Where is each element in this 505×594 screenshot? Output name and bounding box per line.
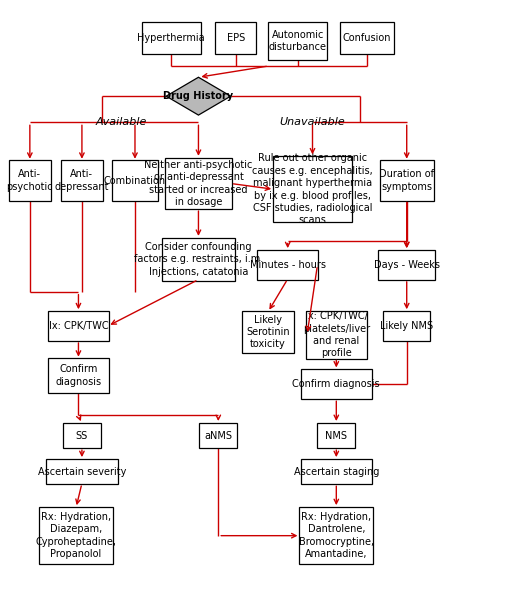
Text: Anti-
depressant: Anti- depressant [55,169,109,192]
Text: Duration of
symptoms: Duration of symptoms [378,169,433,192]
FancyBboxPatch shape [9,160,51,201]
Text: Ascertain staging: Ascertain staging [293,467,378,476]
FancyBboxPatch shape [39,507,113,564]
FancyBboxPatch shape [241,311,293,353]
Text: Hyperthermia: Hyperthermia [137,33,205,43]
Text: NMS: NMS [325,431,346,441]
FancyBboxPatch shape [63,423,100,448]
Text: Drug History: Drug History [163,91,233,101]
Text: Rx: Hydration,
Diazepam,
Cyproheptadine,
Propanolol: Rx: Hydration, Diazepam, Cyproheptadine,… [35,512,116,560]
Text: Neither anti-psychotic
or anti-depressant
started or increased
in dosage: Neither anti-psychotic or anti-depressan… [144,160,252,207]
Text: Days - Weeks: Days - Weeks [373,260,439,270]
FancyBboxPatch shape [268,21,327,60]
Text: Rule out other organic
causes e.g. encephalitis,
malignant hyperthermia
by ix e.: Rule out other organic causes e.g. encep… [251,153,372,225]
Text: SS: SS [76,431,88,441]
FancyBboxPatch shape [61,160,103,201]
FancyBboxPatch shape [165,157,231,210]
Text: Available: Available [96,118,147,127]
Text: Anti-
psychotic: Anti- psychotic [7,169,53,192]
FancyBboxPatch shape [199,423,237,448]
Polygon shape [166,77,230,115]
FancyBboxPatch shape [161,238,235,281]
Text: Ix: CPK/TWC/
platelets/liver
and renal
profile: Ix: CPK/TWC/ platelets/liver and renal p… [302,311,369,358]
FancyBboxPatch shape [317,423,355,448]
Text: Likely
Serotinin
toxicity: Likely Serotinin toxicity [245,315,289,349]
Text: Rx: Hydration,
Dantrolene,
Bromocryptine,
Amantadine,: Rx: Hydration, Dantrolene, Bromocryptine… [298,512,373,560]
Text: Ascertain severity: Ascertain severity [38,467,126,476]
FancyBboxPatch shape [141,21,200,54]
Text: Unavailable: Unavailable [279,118,345,127]
Text: Minutes - hours: Minutes - hours [249,260,325,270]
FancyBboxPatch shape [112,160,158,201]
Text: Ix: CPK/TWC: Ix: CPK/TWC [48,321,108,331]
FancyBboxPatch shape [46,459,117,485]
FancyBboxPatch shape [383,311,429,341]
FancyBboxPatch shape [300,369,371,399]
Text: EPS: EPS [226,33,244,43]
Text: aNMS: aNMS [204,431,232,441]
FancyBboxPatch shape [300,459,371,485]
Text: Autonomic
disturbance: Autonomic disturbance [268,30,326,52]
FancyBboxPatch shape [306,311,366,359]
Text: Consider confounding
factors e.g. restraints, i.m.
Injections, catatonia: Consider confounding factors e.g. restra… [133,242,263,277]
Text: Confusion: Confusion [342,33,390,43]
FancyBboxPatch shape [215,21,256,54]
FancyBboxPatch shape [273,156,351,223]
FancyBboxPatch shape [378,250,434,280]
Text: Combination: Combination [104,176,166,185]
FancyBboxPatch shape [48,311,109,341]
FancyBboxPatch shape [48,358,109,393]
Text: Confirm diagnosis: Confirm diagnosis [292,380,379,389]
Text: Likely NMS: Likely NMS [379,321,432,331]
FancyBboxPatch shape [299,507,373,564]
FancyBboxPatch shape [257,250,318,280]
FancyBboxPatch shape [339,21,393,54]
Text: Confirm
diagnosis: Confirm diagnosis [55,364,102,387]
FancyBboxPatch shape [379,160,433,201]
